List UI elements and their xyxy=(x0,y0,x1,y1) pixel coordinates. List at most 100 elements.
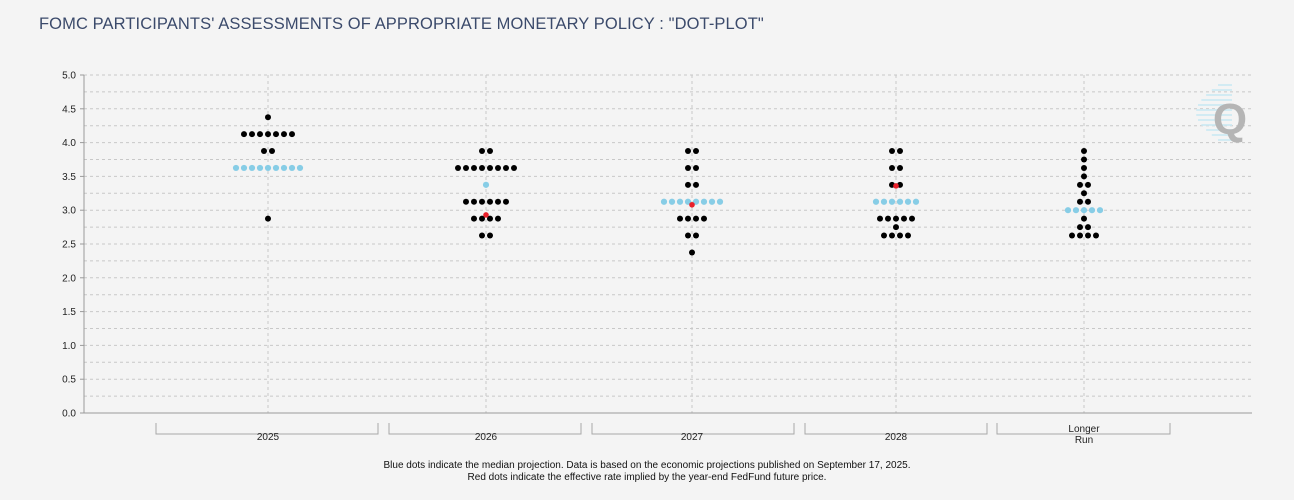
participant-dot xyxy=(471,198,477,205)
participant-dot xyxy=(289,131,295,138)
watermark-logo: Q xyxy=(1196,84,1247,144)
participant-dot xyxy=(1093,232,1099,239)
watermark-stripe xyxy=(1211,134,1232,136)
participant-dot xyxy=(495,198,501,205)
watermark-stripe xyxy=(1218,139,1232,141)
watermark-stripe xyxy=(1196,114,1232,116)
participant-dot xyxy=(495,164,501,171)
dot-layer xyxy=(232,114,1104,256)
grid-layer xyxy=(84,74,1252,413)
x-category-label: Run xyxy=(1075,435,1093,446)
x-category-label: 2028 xyxy=(885,432,908,443)
participant-dot xyxy=(265,215,271,222)
median-dot xyxy=(676,198,684,205)
participant-dot xyxy=(909,215,915,222)
participant-dot xyxy=(889,232,895,239)
participant-dot xyxy=(495,215,501,222)
axis-layer xyxy=(80,74,1252,414)
participant-dot xyxy=(281,131,287,138)
participant-dot xyxy=(471,164,477,171)
y-tick-label: 0.0 xyxy=(62,409,76,420)
y-tick-label: 0.5 xyxy=(62,375,76,386)
median-dot xyxy=(248,164,256,172)
participant-dot xyxy=(693,215,699,222)
participant-dot xyxy=(269,148,275,155)
watermark-stripe xyxy=(1196,109,1232,111)
footnote-median: Blue dots indicate the median projection… xyxy=(383,460,911,471)
implied-rate-dot xyxy=(893,183,899,189)
participant-dot xyxy=(693,148,699,155)
implied-rate-dot xyxy=(483,212,489,218)
participant-dot xyxy=(1077,181,1083,188)
participant-dot xyxy=(1085,181,1091,188)
participant-dot xyxy=(677,215,683,222)
participant-dot xyxy=(693,181,699,188)
median-dot xyxy=(1096,207,1104,214)
participant-dot xyxy=(1081,190,1087,197)
participant-dot xyxy=(487,232,493,239)
participant-dot xyxy=(901,215,907,222)
y-tick-label: 1.0 xyxy=(62,341,76,352)
median-dot xyxy=(660,198,668,205)
participant-dot xyxy=(893,224,899,231)
median-dot xyxy=(1080,207,1088,214)
participant-dot xyxy=(471,215,477,222)
watermark-stripe xyxy=(1201,99,1232,101)
watermark-stripe xyxy=(1197,119,1232,121)
participant-dot xyxy=(905,232,911,239)
participant-dot xyxy=(265,114,271,121)
watermark-stripe xyxy=(1218,84,1232,86)
participant-dot xyxy=(685,164,691,171)
participant-dot xyxy=(487,215,493,222)
participant-dot xyxy=(889,148,895,155)
participant-dot xyxy=(479,164,485,171)
participant-dot xyxy=(693,232,699,239)
participant-dot xyxy=(487,164,493,171)
median-dot xyxy=(692,198,700,205)
median-dot xyxy=(264,164,272,172)
category-bracket xyxy=(996,423,1171,435)
participant-dot xyxy=(273,131,279,138)
category-bracket xyxy=(591,423,795,435)
median-dot xyxy=(708,198,716,205)
participant-dot xyxy=(487,148,493,155)
participant-dot xyxy=(685,181,691,188)
participant-dot xyxy=(503,164,509,171)
participant-dot xyxy=(479,148,485,155)
participant-dot xyxy=(897,148,903,155)
median-dot xyxy=(912,198,920,205)
participant-dot xyxy=(689,249,695,256)
participant-dot xyxy=(881,232,887,239)
participant-dot xyxy=(1081,164,1087,171)
watermark-stripe xyxy=(1201,124,1232,126)
median-dot xyxy=(880,198,888,205)
participant-dot xyxy=(265,131,271,138)
watermark-stripe xyxy=(1206,94,1232,96)
median-dot xyxy=(256,164,264,172)
median-dot xyxy=(896,198,904,205)
x-category-label: 2027 xyxy=(681,432,704,443)
participant-dot xyxy=(503,198,509,205)
participant-dot xyxy=(877,215,883,222)
implied-rate-dot xyxy=(689,201,695,208)
participant-dot xyxy=(1077,224,1083,231)
category-bracket xyxy=(155,423,379,435)
participant-dot xyxy=(685,215,691,222)
footnote-implied-rate: Red dots indicate the effective rate imp… xyxy=(467,472,827,483)
median-dot xyxy=(482,181,490,188)
y-tick-label: 2.0 xyxy=(62,273,76,284)
median-dot xyxy=(888,198,896,205)
x-category-label: Longer xyxy=(1068,424,1100,435)
participant-dot xyxy=(897,232,903,239)
participant-dot xyxy=(685,232,691,239)
watermark-letter: Q xyxy=(1213,95,1247,144)
participant-dot xyxy=(1085,198,1091,205)
median-dot xyxy=(288,164,296,172)
median-dot xyxy=(668,198,676,205)
participant-dot xyxy=(479,232,485,239)
participant-dot xyxy=(249,131,255,138)
y-tick-label: 4.5 xyxy=(62,104,76,115)
participant-dot xyxy=(479,198,485,205)
participant-dot xyxy=(463,164,469,171)
median-dot xyxy=(716,198,724,205)
